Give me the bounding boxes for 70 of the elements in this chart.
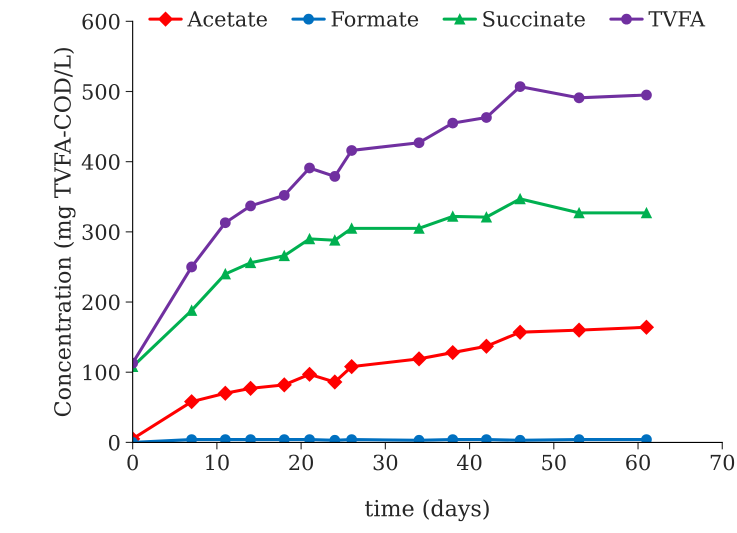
point	[184, 394, 200, 410]
point	[574, 208, 584, 218]
x-axis-title: time (days)	[365, 499, 489, 522]
y-tick-label: 0	[108, 434, 120, 451]
point	[329, 171, 340, 182]
point	[481, 212, 492, 222]
point	[447, 211, 458, 222]
point	[278, 190, 290, 201]
x-tick-label: 40	[456, 454, 482, 470]
legend-label: Acetate	[187, 11, 267, 27]
point	[572, 322, 586, 338]
x-tick-label: 10	[206, 454, 229, 470]
point	[245, 434, 256, 442]
point	[278, 434, 290, 442]
point	[481, 112, 492, 123]
point	[245, 257, 256, 268]
y-tick-label: 600	[82, 14, 120, 30]
point	[278, 250, 290, 262]
point	[447, 118, 458, 128]
point	[514, 81, 526, 92]
point	[574, 434, 584, 442]
point	[327, 374, 342, 390]
point	[641, 434, 652, 442]
point	[220, 268, 231, 280]
x-tick-label: 50	[542, 454, 566, 470]
point	[304, 162, 315, 174]
x-tick-label: 20	[289, 454, 313, 470]
point	[574, 92, 584, 104]
x-tick-label: 30	[374, 454, 398, 470]
point	[346, 145, 358, 156]
y-tick-label: 400	[82, 154, 120, 170]
x-tick-label: 60	[626, 454, 650, 470]
point	[346, 434, 358, 442]
y-tick-label: 300	[82, 224, 120, 240]
point	[304, 233, 315, 244]
point	[641, 90, 652, 100]
point	[329, 234, 340, 246]
point	[414, 137, 424, 148]
point	[639, 320, 654, 335]
point	[641, 208, 652, 218]
point	[447, 434, 458, 442]
point	[304, 434, 315, 442]
point	[186, 305, 197, 316]
point	[514, 193, 526, 204]
point	[346, 222, 358, 234]
point	[218, 386, 233, 401]
y-tick-label: 100	[84, 364, 120, 380]
point	[220, 217, 231, 228]
point	[481, 434, 492, 442]
point	[245, 200, 256, 212]
point	[479, 338, 494, 354]
legend-label: TVFA	[648, 11, 706, 26]
legend-label: Succinate	[483, 10, 585, 27]
point	[220, 434, 231, 442]
point	[445, 345, 460, 360]
point	[276, 377, 292, 392]
y-axis-title: Concentration (mg TVFA-COD/L)	[54, 48, 76, 416]
x-tick-label: 70	[710, 454, 734, 470]
point	[512, 324, 528, 340]
legend-label: Formate	[332, 11, 418, 27]
point	[302, 366, 317, 382]
point	[414, 222, 424, 234]
point	[186, 262, 197, 272]
x-tick-label: 0	[127, 454, 138, 470]
point	[412, 351, 426, 366]
point	[243, 380, 258, 396]
y-tick-label: 200	[82, 294, 120, 310]
point	[186, 434, 197, 442]
y-tick-label: 500	[82, 84, 120, 100]
point	[344, 359, 360, 374]
